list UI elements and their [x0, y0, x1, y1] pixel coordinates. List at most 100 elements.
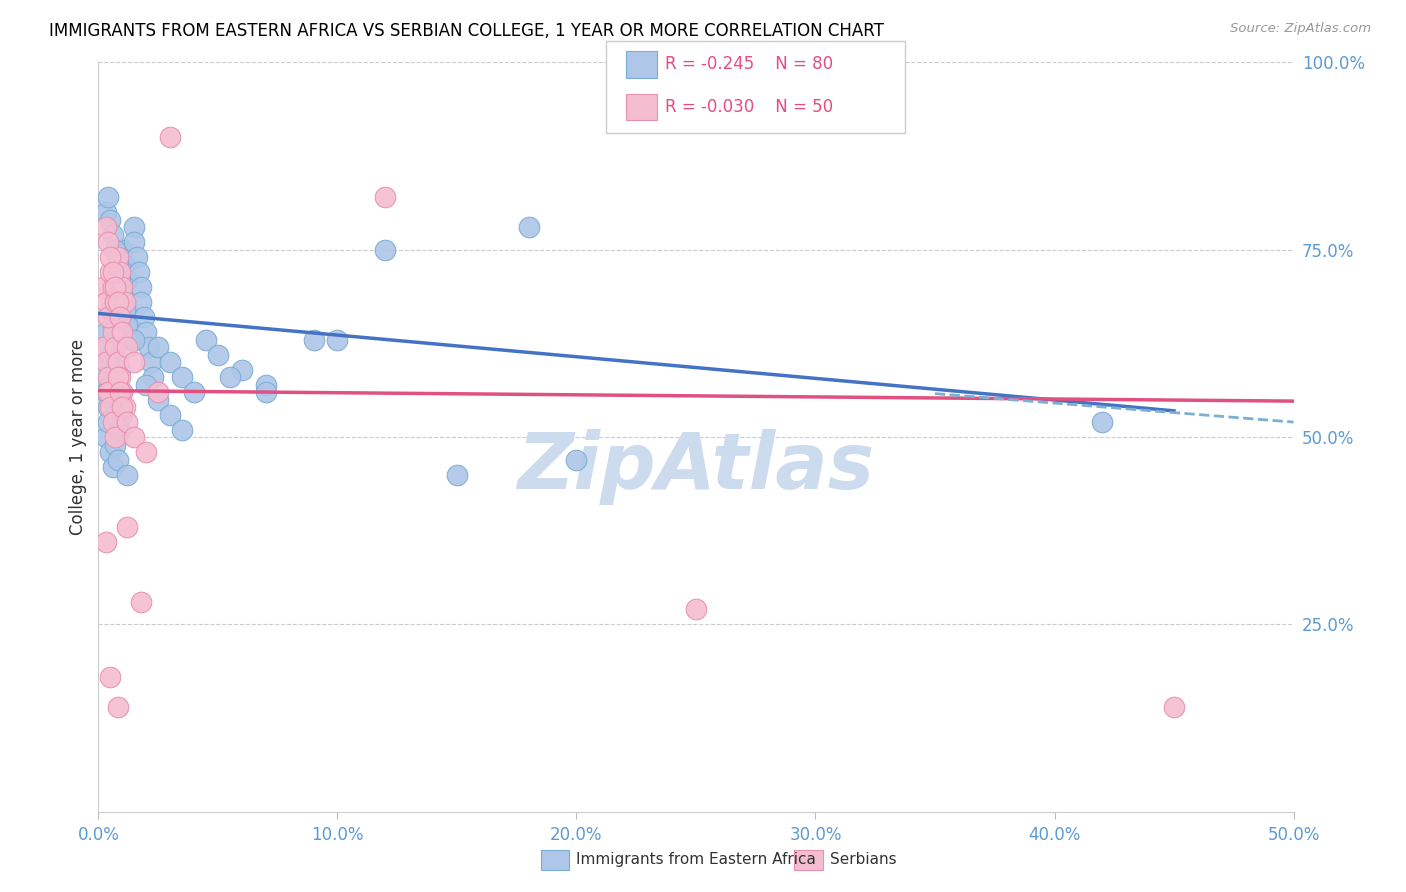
Point [148, 392, 170, 407]
Point [97, 310, 120, 325]
Point [107, 265, 129, 279]
Point [97, 400, 120, 414]
Point [94, 355, 117, 369]
Point [111, 385, 134, 400]
Point [107, 370, 129, 384]
Text: R = -0.030    N = 50: R = -0.030 N = 50 [665, 98, 834, 116]
Point [115, 467, 138, 482]
Point [107, 355, 129, 369]
Point [517, 220, 540, 235]
Point [98, 670, 122, 684]
Point [124, 333, 146, 347]
Point [101, 227, 124, 242]
Point [108, 310, 131, 325]
Point [183, 385, 205, 400]
Point [101, 392, 124, 407]
Point [98, 348, 122, 362]
Point [194, 333, 217, 347]
Point [104, 408, 127, 422]
Point [565, 452, 588, 467]
Point [98, 400, 122, 414]
Point [121, 333, 143, 347]
Y-axis label: College, 1 year or more: College, 1 year or more [69, 339, 87, 535]
Text: ZipAtlas: ZipAtlas [517, 429, 875, 505]
Point [135, 325, 157, 339]
Point [114, 400, 136, 414]
Point [139, 355, 162, 369]
Point [94, 220, 117, 235]
Point [97, 385, 120, 400]
Point [107, 699, 129, 714]
Point [97, 370, 120, 384]
Text: R = -0.245    N = 80: R = -0.245 N = 80 [665, 55, 834, 73]
Point [115, 273, 138, 287]
Point [111, 400, 134, 414]
Point [115, 340, 138, 354]
Point [97, 355, 120, 369]
Point [326, 333, 349, 347]
Point [98, 212, 122, 227]
Point [107, 295, 129, 310]
Point [111, 325, 134, 339]
Point [1091, 415, 1114, 429]
Point [111, 287, 134, 301]
Point [101, 460, 124, 475]
Point [446, 467, 468, 482]
Text: Source: ZipAtlas.com: Source: ZipAtlas.com [1230, 22, 1371, 36]
Point [104, 295, 127, 310]
Point [135, 445, 157, 459]
Point [101, 325, 124, 339]
Text: Serbians: Serbians [830, 853, 896, 867]
Point [111, 408, 134, 422]
Point [115, 520, 138, 534]
Point [124, 220, 146, 235]
Point [111, 280, 134, 294]
Point [107, 310, 129, 325]
Point [131, 595, 153, 609]
Point [114, 258, 136, 272]
Point [107, 258, 129, 272]
Point [374, 243, 396, 257]
Point [159, 408, 181, 422]
Point [91, 280, 114, 294]
Point [254, 385, 277, 400]
Point [94, 535, 117, 549]
Point [114, 295, 136, 310]
Point [131, 280, 153, 294]
Point [124, 235, 146, 250]
Point [104, 295, 127, 310]
Point [124, 355, 146, 369]
Point [115, 318, 138, 332]
Point [132, 310, 155, 325]
Point [91, 370, 114, 384]
Point [138, 340, 160, 354]
Point [207, 348, 229, 362]
Point [159, 130, 181, 145]
Point [94, 205, 117, 219]
Point [98, 377, 122, 392]
Point [115, 302, 138, 317]
Point [108, 280, 131, 294]
Point [107, 423, 129, 437]
Point [131, 295, 153, 310]
Point [374, 190, 396, 204]
Point [107, 250, 129, 264]
Text: Immigrants from Eastern Africa: Immigrants from Eastern Africa [576, 853, 817, 867]
Point [108, 273, 131, 287]
Point [125, 250, 148, 264]
Point [108, 370, 131, 384]
Point [94, 430, 117, 444]
Point [97, 415, 120, 429]
Point [108, 423, 131, 437]
Point [118, 318, 141, 332]
Point [101, 318, 124, 332]
Point [101, 287, 124, 301]
Point [108, 385, 131, 400]
Point [172, 370, 194, 384]
Point [685, 602, 707, 616]
Point [94, 385, 117, 400]
Point [1163, 699, 1185, 714]
Point [254, 377, 277, 392]
Point [97, 190, 120, 204]
Point [98, 302, 122, 317]
